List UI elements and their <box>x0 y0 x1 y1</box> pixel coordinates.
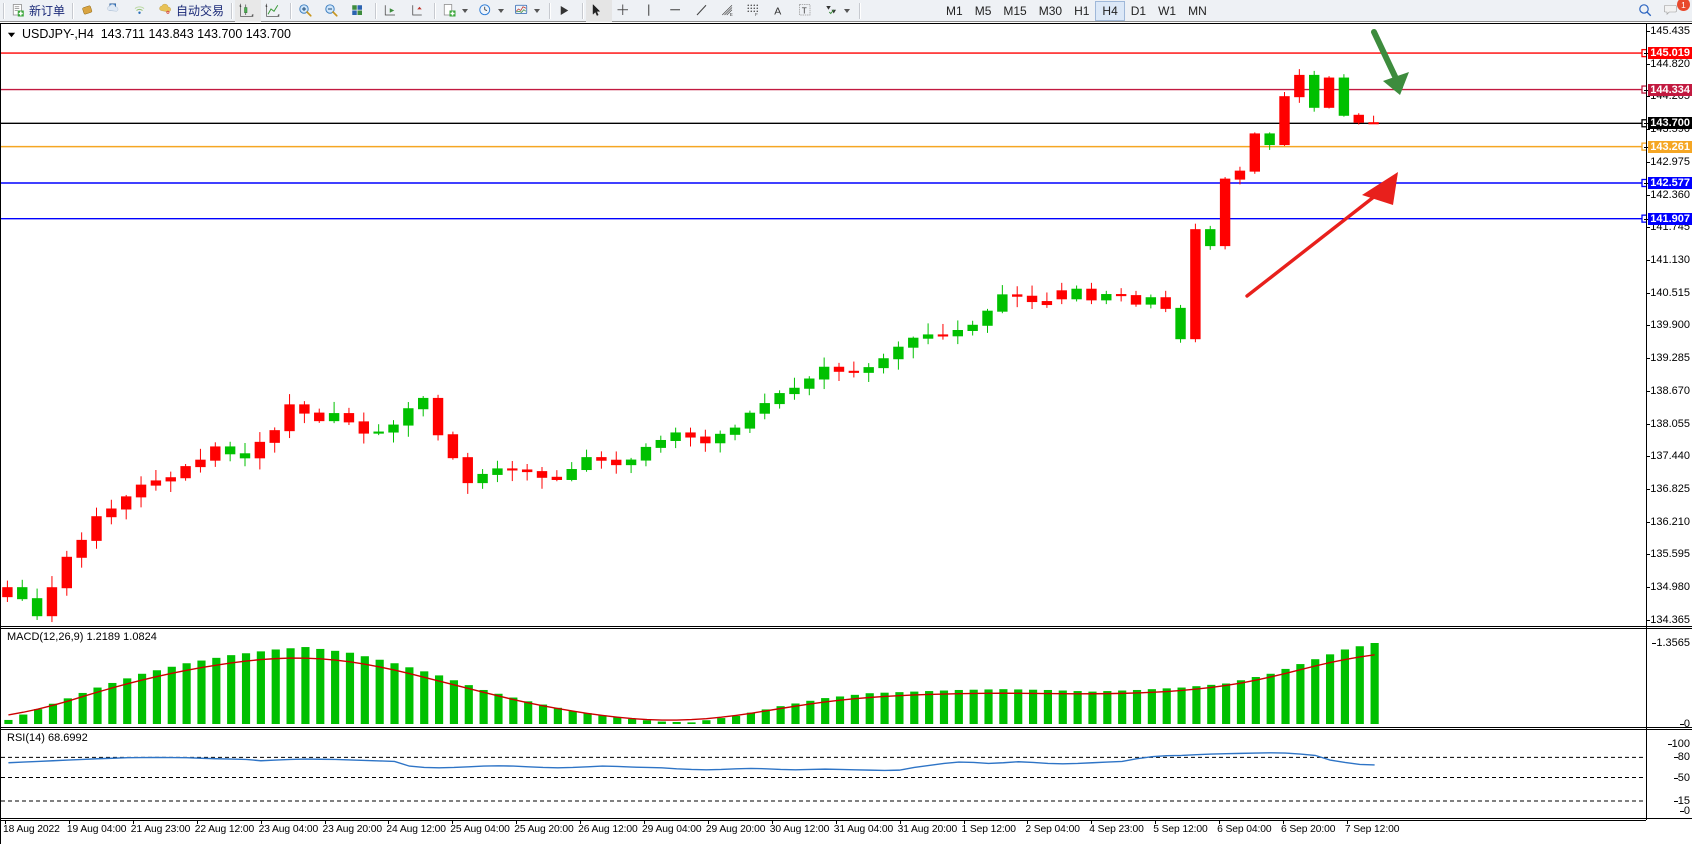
svg-text:T: T <box>802 7 807 16</box>
svg-text:E: E <box>730 12 733 17</box>
svg-text:1: 1 <box>1681 0 1686 9</box>
svg-text:A: A <box>774 5 781 17</box>
svg-text:F: F <box>755 12 758 17</box>
